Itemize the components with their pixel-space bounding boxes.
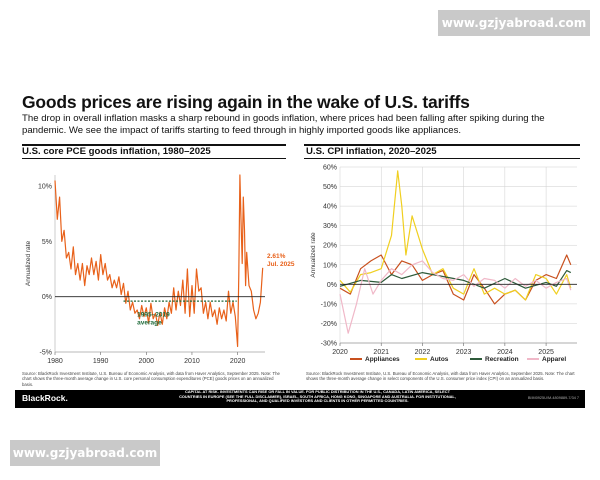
left-chart: 10% 5% 0% -5%1980 1990 2000 2010 2020 Annualized… xyxy=(25,174,295,365)
x-tick-label: 2020 xyxy=(230,358,246,365)
legend-label-appliances: Appliances xyxy=(365,356,400,363)
x-tick-label: 2024 xyxy=(497,349,513,356)
y-tick-label: -5% xyxy=(40,350,52,357)
x-tick-label: 2022 xyxy=(415,349,431,356)
x-tick-label: 2023 xyxy=(456,349,472,356)
slide-title: Goods prices are rising again in the wak… xyxy=(22,92,470,112)
y-tick-label: 30% xyxy=(323,223,337,230)
annotation-latest-line: Jul. 2025 xyxy=(267,261,295,268)
y-tick-label: 50% xyxy=(323,184,337,191)
x-tick-label: 2021 xyxy=(373,349,389,356)
right-title-rule xyxy=(304,144,580,146)
watermark-bottom: www.gzjyabroad.com xyxy=(10,440,160,466)
y-tick-label: -10% xyxy=(321,301,337,308)
watermark-top: www.gzjyabroad.com xyxy=(438,10,590,36)
annotation-avg-line: average xyxy=(137,320,162,327)
y-axis-label: Annualized rate xyxy=(310,232,317,278)
y-tick-label: -20% xyxy=(321,321,337,328)
footer-bar: BlackRock. CAPITAL AT RISK. INVESTMENTS … xyxy=(15,389,585,408)
x-tick-label: 1980 xyxy=(47,358,63,365)
series-autos-line xyxy=(339,170,572,301)
left-title-rule-bottom xyxy=(22,158,286,159)
brand-logo: BlackRock. xyxy=(22,393,68,403)
x-tick-label: 1990 xyxy=(93,358,109,365)
annotation-avg-line: 1995–2019 xyxy=(137,312,170,319)
footer-disclaimer: CAPITAL AT RISK. INVESTMENTS CAN RISE OR… xyxy=(179,389,456,403)
y-tick-label: -30% xyxy=(321,341,337,348)
y-tick-label: 0% xyxy=(327,282,337,289)
legend-label-apparel: Apparel xyxy=(542,356,566,363)
right-chart-title: U.S. CPI inflation, 2020–2025 xyxy=(306,146,437,157)
y-tick-label: 10% xyxy=(323,262,337,269)
x-tick-label: 2025 xyxy=(538,349,554,356)
series-appliances-line xyxy=(339,254,572,305)
y-tick-label: 20% xyxy=(323,243,337,250)
left-title-rule xyxy=(22,144,286,146)
page-number: 7 xyxy=(576,396,579,400)
y-tick-label: 10% xyxy=(38,184,52,191)
legend-label-recreation: Recreation xyxy=(485,356,519,363)
left-source-note: Source: BlackRock Investment Institute, … xyxy=(22,371,280,387)
right-title-rule-bottom xyxy=(304,158,580,159)
left-chart-title: U.S. core PCE goods inflation, 1980–2025 xyxy=(22,146,211,157)
x-tick-label: 2020 xyxy=(332,349,348,356)
right-source-note: Source: BlackRock Investment Institute, … xyxy=(306,371,575,382)
footer-code: BIIM0925U/M-4809889-7/34 7 xyxy=(528,396,579,400)
footer-code-text: BIIM0925U/M-4809889-7/34 xyxy=(527,396,576,400)
series-apparel-line xyxy=(339,260,572,334)
right-chart: 60% 50% 40% 30% 20% 10% 0% -10% -20% -30%2020 2021… xyxy=(310,165,577,363)
x-tick-label: 2010 xyxy=(184,358,200,365)
legend-label-autos: Autos xyxy=(430,356,449,363)
series-pce-line xyxy=(54,174,264,348)
y-tick-label: 0% xyxy=(42,294,52,301)
y-tick-label: 5% xyxy=(42,239,52,246)
annotation-latest-line: 2.61% xyxy=(267,253,286,260)
y-axis-label: Annualized rate xyxy=(25,241,32,287)
y-tick-label: 40% xyxy=(323,204,337,211)
y-tick-label: 60% xyxy=(323,165,337,172)
x-tick-label: 2000 xyxy=(139,358,155,365)
slide-subtitle: The drop in overall inflation masks a sh… xyxy=(22,113,545,136)
